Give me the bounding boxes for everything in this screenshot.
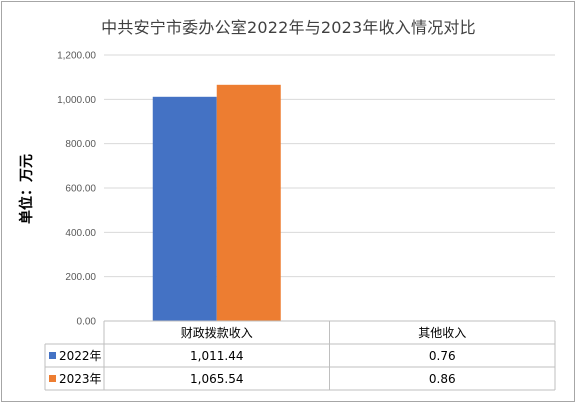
legend-label: 2022年 <box>59 349 102 363</box>
data-label: 1,065.54 <box>190 372 243 386</box>
legend-swatch-2023年 <box>49 375 56 382</box>
legend-label: 2023年 <box>59 372 102 386</box>
y-tick-label: 1,200.00 <box>57 51 96 62</box>
y-tick-labels: 0.00 200.00 400.00 600.00 800.00 1,000.00 1,20… <box>57 51 96 328</box>
y-tick-label: 200.00 <box>65 272 96 283</box>
y-tick-label: 1,000.00 <box>57 95 96 106</box>
bar-2022年-财政拨款收入 <box>152 96 217 321</box>
category-label: 其他收入 <box>418 326 466 340</box>
data-label: 1,011.44 <box>190 349 243 363</box>
y-tick-label: 0.00 <box>77 317 97 328</box>
bar-2023年-财政拨款收入 <box>216 84 281 321</box>
data-label: 0.86 <box>429 372 456 386</box>
chart-title: 中共安宁市委办公室2022年与2023年收入情况对比 <box>101 18 476 37</box>
y-tick-label: 800.00 <box>65 139 96 150</box>
bars <box>152 84 507 321</box>
data-label: 0.76 <box>429 349 456 363</box>
category-label: 财政拨款收入 <box>181 326 253 340</box>
legend-swatch-2022年 <box>49 352 56 359</box>
y-tick-label: 600.00 <box>65 184 96 195</box>
data-table: 财政拨款收入 其他收入 2022年 1,011.44 0.76 2023年 1,065.54… <box>44 320 556 391</box>
y-tick-label: 400.00 <box>65 228 96 239</box>
